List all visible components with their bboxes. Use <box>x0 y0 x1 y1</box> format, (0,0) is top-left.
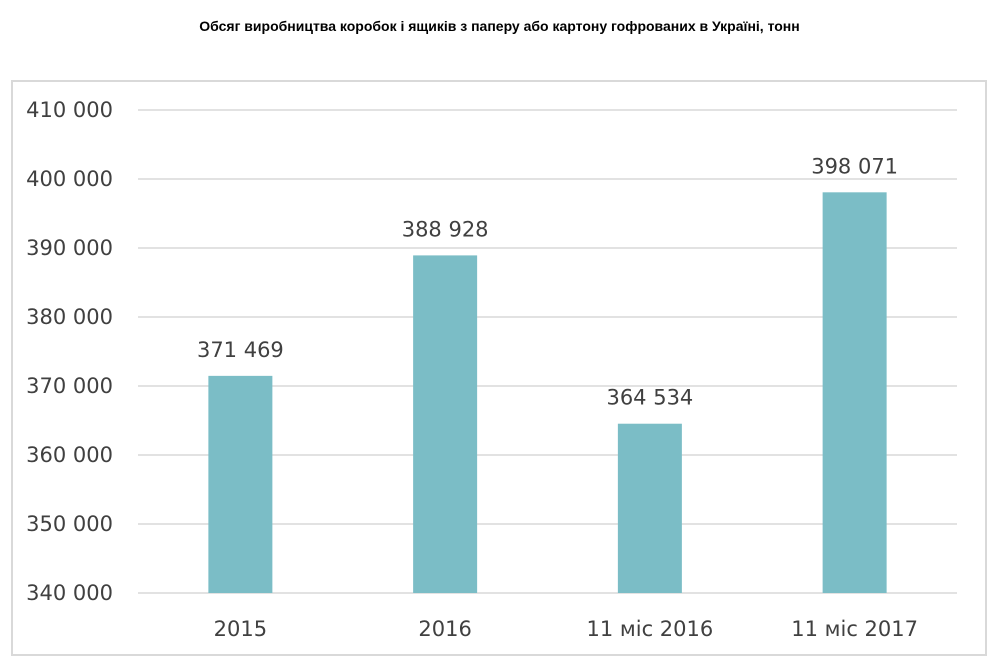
x-category-label: 2015 <box>214 617 267 641</box>
data-labels: 371 469 388 928 364 534 398 071 <box>197 154 898 409</box>
y-tick-label: 390 000 <box>26 236 113 260</box>
bar <box>208 375 273 593</box>
y-tick-label: 340 000 <box>26 581 113 605</box>
y-tick-label: 400 000 <box>26 167 113 191</box>
chart-title: Обсяг виробництва коробок і ящиків з пап… <box>199 18 800 34</box>
bar <box>617 423 682 593</box>
y-tick-label: 350 000 <box>26 512 113 536</box>
gridlines <box>138 109 957 594</box>
y-tick-label: 380 000 <box>26 305 113 329</box>
bar <box>822 192 887 593</box>
y-tick-label: 410 000 <box>26 98 113 122</box>
x-category-label: 11 міс 2017 <box>791 617 918 641</box>
y-tick-label: 370 000 <box>26 374 113 398</box>
bar-value-label: 388 928 <box>402 217 489 241</box>
y-axis-ticks: 340 000 350 000 360 000 370 000 380 000 390 0… <box>26 98 113 605</box>
y-tick-label: 360 000 <box>26 443 113 467</box>
bar-value-label: 371 469 <box>197 338 284 362</box>
x-category-label: 11 міс 2016 <box>587 617 714 641</box>
bars <box>208 192 887 594</box>
x-axis-categories: 2015 2016 11 міс 2016 11 міс 2017 <box>214 617 918 641</box>
bar-value-label: 364 534 <box>606 386 693 410</box>
x-category-label: 2016 <box>418 617 471 641</box>
bar-value-label: 398 071 <box>811 154 898 178</box>
bar <box>413 255 478 594</box>
